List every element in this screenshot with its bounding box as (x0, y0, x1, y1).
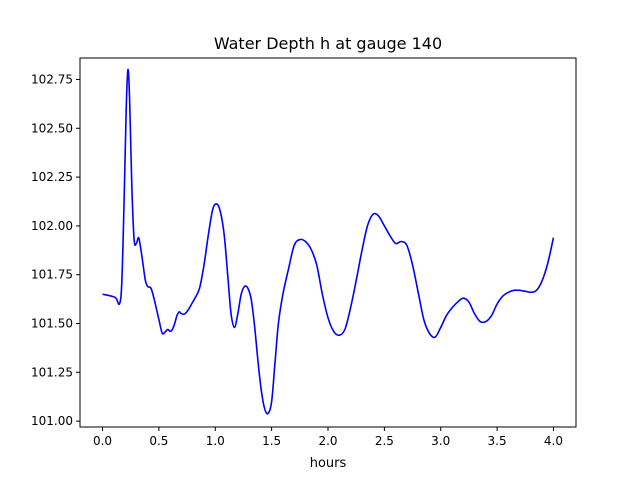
x-tick-label: 2.5 (375, 434, 394, 448)
x-tick-label: 1.0 (206, 434, 225, 448)
x-tick-label: 0.5 (149, 434, 168, 448)
x-tick-label: 1.5 (262, 434, 281, 448)
x-tick-label: 2.0 (318, 434, 337, 448)
y-tick-label: 102.75 (31, 72, 73, 86)
chart-title: Water Depth h at gauge 140 (214, 34, 442, 53)
x-tick-label: 3.5 (488, 434, 507, 448)
y-tick-label: 101.00 (31, 414, 73, 428)
y-tick-label: 101.75 (31, 268, 73, 282)
x-axis-label: hours (310, 456, 347, 471)
x-tick-label: 0.0 (93, 434, 112, 448)
series-layer (102, 68, 555, 415)
x-axis-ticks: 0.0 0.5 1.0 1.5 2.0 2.5 3.0 3.5 4.0 (93, 427, 563, 448)
series-line (102, 68, 555, 415)
y-tick-label: 102.25 (31, 170, 73, 184)
plot-frame (79, 57, 577, 428)
x-tick-label: 4.0 (544, 434, 563, 448)
y-axis-ticks: 101.00 101.25 101.50 101.75 102.00 102.25 102.… (31, 72, 80, 428)
y-tick-label: 101.25 (31, 365, 73, 379)
x-tick-label: 3.0 (431, 434, 450, 448)
y-tick-label: 101.50 (31, 317, 73, 331)
y-tick-label: 102.50 (31, 121, 73, 135)
y-tick-label: 102.00 (31, 219, 73, 233)
